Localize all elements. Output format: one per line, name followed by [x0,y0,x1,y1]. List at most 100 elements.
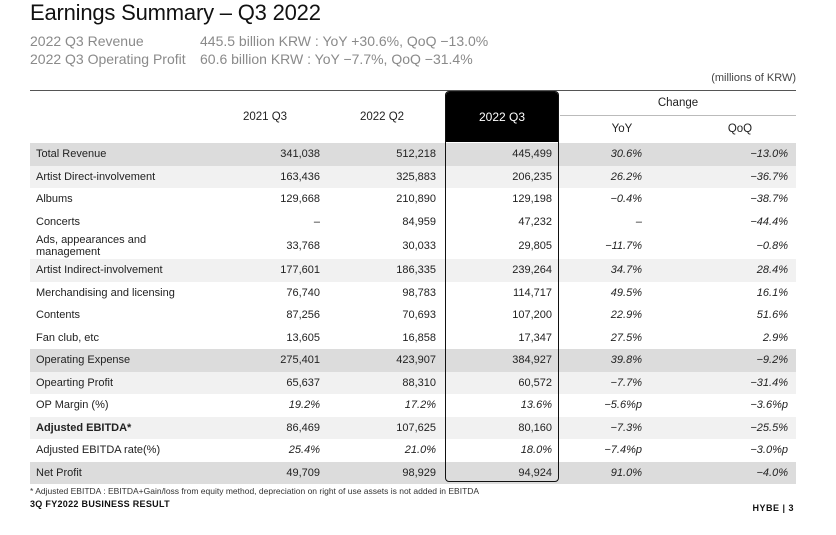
cell-yoy: −7.7% [610,376,643,389]
cell-2022-q2: 107,625 [396,421,436,434]
cell-qoq: −0.8% [756,240,789,252]
cell-2021-q3: 65,637 [286,376,320,389]
subtitle-operating-profit: 2022 Q3 Operating Profit 60.6 billion KRW… [30,51,473,67]
cell-2022-q3: 94,924 [518,466,552,479]
cell-yoy: 34.7% [610,264,642,277]
cell-yoy: 27.5% [610,331,642,344]
header-2021-q3: 2021 Q3 [242,111,288,123]
row-label: Artist Indirect-involvement [36,264,163,277]
footer-page-number: HYBE | 3 [752,503,794,513]
cell-qoq: −44.4% [750,215,788,228]
row-label: Adjusted EBITDA rate(%) [36,444,161,457]
cell-2022-q2: 325,883 [396,170,436,183]
cell-2022-q2: 186,335 [396,264,436,277]
cell-qoq: −9.2% [756,354,789,367]
cell-2022-q3: 206,235 [512,170,552,183]
footer-report-name: 3Q FY2022 BUSINESS RESULT [30,499,170,509]
row-label: Net Profit [36,466,82,479]
cell-qoq: −36.7% [750,170,788,183]
cell-qoq: −3.6%p [750,399,788,412]
cell-2022-q2: 423,907 [396,354,436,367]
cell-2022-q2: 21.0% [404,444,436,457]
row-label: OP Margin (%) [36,399,109,412]
highlight-2022-q3-column [445,91,559,482]
cell-2022-q3: 60,572 [518,376,552,389]
subtitle-revenue: 2022 Q3 Revenue 445.5 billion KRW : YoY +… [30,33,488,49]
table-row: Artist Direct-involvement 163,436 325,88… [30,165,796,188]
cell-yoy: 30.6% [610,148,642,161]
cell-2022-q3: 129,198 [512,193,552,206]
row-label: Adjusted EBITDA* [36,421,132,434]
row-label: Albums [36,193,73,206]
table-row: Total Revenue 341,038 512,218 445,499 30… [30,143,796,166]
cell-yoy: −7.4%p [604,444,642,457]
cell-2021-q3: 87,256 [286,309,320,322]
cell-2021-q3: 76,740 [286,286,320,299]
table-row: Adjusted EBITDA rate(%) 25.4% 21.0% 18.0… [30,439,796,462]
header-yoy: YoY [611,123,633,135]
cell-2022-q3: 13.6% [520,399,552,412]
earnings-table: Total Revenue 341,038 512,218 445,499 30… [30,143,796,484]
cell-2022-q2: 88,310 [402,376,436,389]
subtitle-revenue-value: 445.5 billion KRW : YoY +30.6%, QoQ −13.… [200,33,489,49]
cell-2022-q2: 17.2% [404,399,436,412]
cell-qoq: 28.4% [756,264,788,277]
cell-qoq: 51.6% [756,309,788,322]
cell-2021-q3: 25.4% [288,444,320,457]
table-row: Ads, appearances and management 33,768 3… [30,233,796,259]
cell-2022-q2: 210,890 [396,193,436,206]
row-label: Merchandising and licensing [36,286,175,299]
cell-qoq: 16.1% [756,286,788,299]
cell-qoq: −3.0%p [750,444,788,457]
cell-2021-q3: 177,601 [280,264,320,277]
cell-2021-q3: 86,469 [286,421,320,434]
table-row: Operating Expense 275,401 423,907 384,92… [30,349,796,372]
cell-2022-q3: 114,717 [513,286,552,299]
cell-2021-q3: 275,401 [280,354,320,367]
cell-2022-q3: 47,232 [518,215,552,228]
cell-2021-q3: 129,668 [280,193,320,206]
cell-yoy: 39.8% [610,354,642,367]
row-label: Operating Expense [36,354,131,367]
units-note: (millions of KRW) [711,72,796,84]
cell-2022-q3: 29,805 [518,240,552,252]
header-2022-q3: 2022 Q3 [446,92,558,142]
header-top-rule [30,90,796,91]
cell-2022-q3: 239,264 [512,264,552,277]
cell-2022-q2: 30,033 [402,240,436,252]
cell-yoy: 49.5% [610,286,642,299]
table-row: Adjusted EBITDA* 86,469 107,625 80,160 −… [30,416,796,439]
table-row: Opearting Profit 65,637 88,310 60,572 −7… [30,371,796,394]
cell-2021-q3: 341,038 [280,148,320,161]
table-row: Net Profit 49,709 98,929 94,924 91.0% −4… [30,461,796,484]
cell-2022-q3: 107,200 [512,309,552,322]
cell-yoy: 22.9% [610,309,642,322]
cell-2022-q2: 84,959 [402,215,436,228]
cell-qoq: −13.0% [750,148,788,161]
table-row: Concerts – 84,959 47,232 – −44.4% [30,210,796,233]
table-row: Fan club, etc 13,605 16,858 17,347 27.5%… [30,326,796,349]
row-label: Opearting Profit [36,376,114,389]
cell-2021-q3: 13,605 [286,331,320,344]
header-qoq: QoQ [727,123,753,135]
cell-2021-q3: 33,768 [286,240,320,252]
cell-qoq: −38.7% [750,193,788,206]
table-row: Artist Indirect-involvement 177,601 186,… [30,259,796,282]
table-row: Albums 129,668 210,890 129,198 −0.4% −38… [30,188,796,211]
cell-2022-q2: 16,858 [402,331,436,344]
cell-qoq: 2.9% [762,331,788,344]
cell-yoy: −0.4% [610,193,643,206]
table-row: Contents 87,256 70,693 107,200 22.9% 51.… [30,304,796,327]
cell-2022-q2: 98,783 [402,286,436,299]
change-rule [560,115,796,116]
cell-qoq: −25.5% [750,421,788,434]
cell-2021-q3: – [313,215,320,228]
subtitle-op-label: 2022 Q3 Operating Profit [30,51,186,67]
table-row: OP Margin (%) 19.2% 17.2% 13.6% −5.6%p −… [30,394,796,417]
cell-2022-q2: 70,693 [402,309,436,322]
cell-yoy: −5.6%p [604,399,642,412]
cell-qoq: −4.0% [756,466,789,479]
cell-yoy: 91.0% [610,466,642,479]
cell-yoy: – [635,215,642,228]
subtitle-revenue-label: 2022 Q3 Revenue [30,33,144,49]
